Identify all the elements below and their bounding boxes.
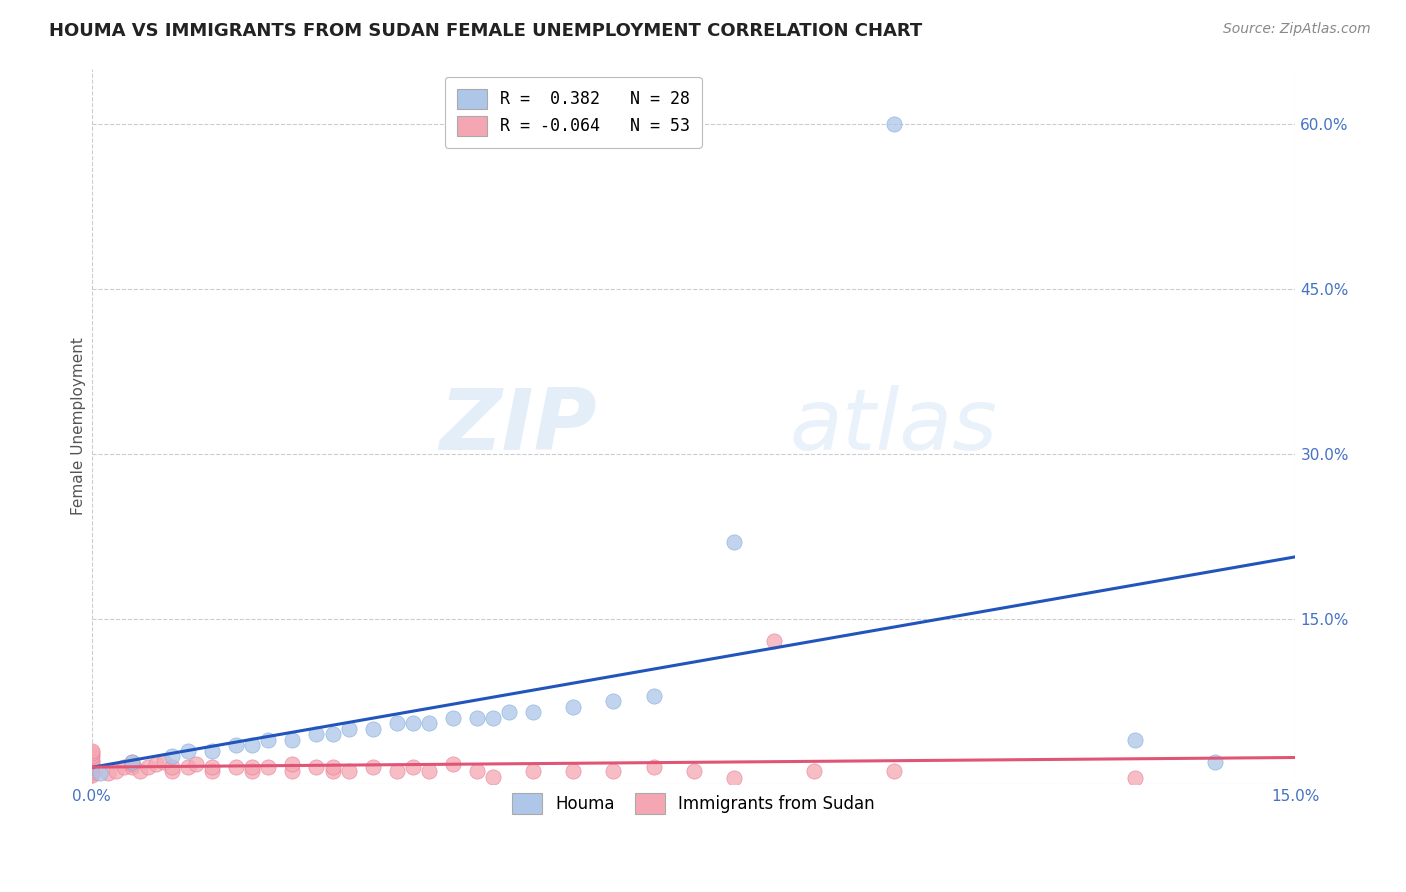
Point [257, 732, 280, 747]
Point [482, 770, 505, 784]
Point [240, 760, 263, 774]
Point [385, 764, 408, 778]
Point [418, 716, 440, 731]
Point [281, 756, 304, 771]
Point [337, 722, 360, 736]
Point [723, 534, 745, 549]
Point [80, 752, 103, 766]
Point [762, 633, 785, 648]
Point [883, 764, 905, 778]
Point [80, 760, 103, 774]
Point [643, 760, 665, 774]
Point [225, 738, 247, 752]
Point [201, 760, 224, 774]
Point [112, 760, 135, 774]
Point [522, 705, 544, 719]
Point [281, 764, 304, 778]
Legend: Houma, Immigrants from Sudan: Houma, Immigrants from Sudan [501, 781, 887, 825]
Y-axis label: Female Unemployment: Female Unemployment [72, 337, 86, 515]
Point [682, 764, 704, 778]
Point [80, 765, 103, 780]
Point [522, 764, 544, 778]
Point [441, 711, 464, 725]
Point [80, 764, 103, 778]
Point [361, 760, 384, 774]
Text: atlas: atlas [790, 384, 998, 467]
Point [322, 760, 344, 774]
Point [129, 764, 152, 778]
Point [1204, 755, 1226, 769]
Point [498, 705, 520, 719]
Point [257, 760, 280, 774]
Point [80, 755, 103, 769]
Point [643, 689, 665, 703]
Point [240, 738, 263, 752]
Point [225, 760, 247, 774]
Point [361, 722, 384, 736]
Point [177, 744, 200, 758]
Point [89, 765, 111, 780]
Point [1123, 732, 1146, 747]
Point [177, 760, 200, 774]
Point [562, 699, 585, 714]
Point [305, 760, 328, 774]
Point [80, 749, 103, 764]
Point [385, 716, 408, 731]
Point [441, 756, 464, 771]
Text: HOUMA VS IMMIGRANTS FROM SUDAN FEMALE UNEMPLOYMENT CORRELATION CHART: HOUMA VS IMMIGRANTS FROM SUDAN FEMALE UN… [49, 22, 922, 40]
Point [322, 764, 344, 778]
Point [121, 755, 143, 769]
Point [418, 764, 440, 778]
Point [136, 760, 159, 774]
Point [201, 764, 224, 778]
Point [153, 755, 176, 769]
Point [160, 764, 183, 778]
Point [240, 764, 263, 778]
Point [562, 764, 585, 778]
Point [402, 760, 425, 774]
Point [883, 116, 905, 130]
Point [184, 756, 207, 771]
Text: ZIP: ZIP [440, 384, 598, 467]
Point [305, 727, 328, 741]
Point [80, 768, 103, 782]
Point [145, 756, 167, 771]
Point [80, 758, 103, 772]
Point [121, 755, 143, 769]
Point [337, 764, 360, 778]
Point [482, 711, 505, 725]
Text: Source: ZipAtlas.com: Source: ZipAtlas.com [1223, 22, 1371, 37]
Point [104, 764, 127, 778]
Point [281, 732, 304, 747]
Point [1123, 771, 1146, 785]
Point [402, 716, 425, 731]
Point [80, 746, 103, 760]
Point [97, 765, 120, 780]
Point [201, 744, 224, 758]
Point [465, 764, 488, 778]
Point [602, 764, 624, 778]
Point [160, 760, 183, 774]
Point [465, 711, 488, 725]
Point [80, 744, 103, 758]
Point [160, 749, 183, 764]
Point [803, 764, 825, 778]
Point [602, 694, 624, 708]
Point [723, 771, 745, 785]
Point [121, 756, 143, 771]
Point [322, 727, 344, 741]
Point [121, 760, 143, 774]
